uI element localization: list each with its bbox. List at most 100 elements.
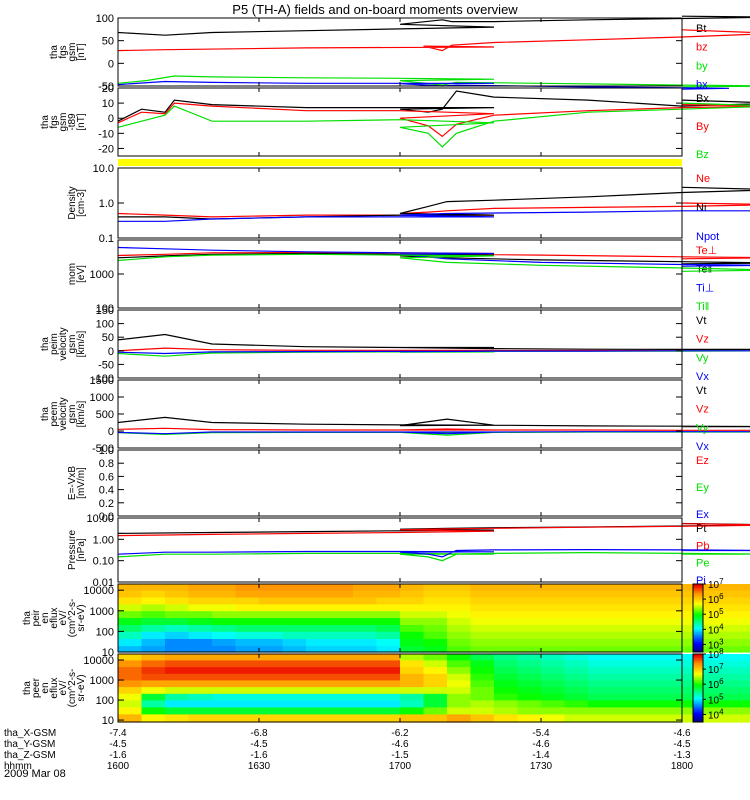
- heatmap-cell: [329, 596, 354, 605]
- heatmap-cell: [188, 693, 213, 701]
- colorbar-segment: [693, 631, 703, 634]
- heatmap-cell: [564, 645, 589, 653]
- heatmap-cell: [259, 596, 284, 605]
- heatmap-cell: [588, 603, 613, 612]
- colorbar-segment: [693, 641, 703, 644]
- heatmap-cell: [729, 584, 750, 591]
- y-tick-label: 100: [96, 319, 114, 331]
- heatmap-cell: [611, 666, 636, 674]
- heatmap-cell: [494, 673, 519, 681]
- y-axis-label-line: [eV]: [76, 265, 87, 283]
- heatmap-cell: [259, 666, 284, 674]
- heatmap-cell: [118, 666, 143, 674]
- heatmap-cell: [306, 624, 331, 632]
- heatmap-cell: [400, 666, 425, 674]
- heatmap-cell: [447, 584, 472, 591]
- heatmap-cell: [705, 645, 730, 653]
- heatmap-cell: [400, 631, 425, 639]
- y-axis-label-line: gsm: [67, 405, 78, 424]
- heatmap-cell: [259, 638, 284, 647]
- heatmap-cell: [165, 596, 190, 605]
- heatmap-cell: [353, 638, 378, 647]
- heatmap-cell: [447, 699, 472, 708]
- heatmap-cell: [376, 666, 401, 674]
- heatmap-cell: [353, 679, 378, 688]
- heatmap-cell: [329, 654, 354, 661]
- heatmap-cell: [306, 603, 331, 612]
- y-tick-label: 1.0: [99, 198, 114, 210]
- legend-label-Pi: Pi: [696, 575, 706, 587]
- heatmap-cell: [118, 631, 143, 639]
- heatmap-cell: [564, 631, 589, 639]
- heatmap-cell: [705, 699, 730, 708]
- y-axis-label-line: peim: [49, 333, 60, 355]
- heatmap-cell: [212, 596, 237, 605]
- y-axis-label-line: (cm^2-s-: [67, 669, 78, 708]
- y-tick-label: 0.01: [93, 577, 114, 589]
- heatmap-cell: [282, 610, 307, 619]
- heatmap-cell: [259, 654, 284, 661]
- heatmap-cell: [329, 610, 354, 619]
- heatmap-cell: [658, 679, 683, 688]
- heatmap-cell: [635, 610, 660, 619]
- heatmap-cell: [423, 617, 448, 625]
- series-line-Pe: [117, 551, 750, 562]
- legend-label-Pt: Pt: [696, 523, 706, 535]
- series-line-Ti‖: [117, 253, 750, 272]
- y-tick-label: -100: [92, 373, 114, 385]
- heatmap-cell: [635, 589, 660, 598]
- plot-date: 2009 Mar 08: [4, 768, 66, 780]
- heatmap-cell: [259, 584, 284, 591]
- heatmap-cell: [165, 686, 190, 694]
- heatmap-cell: [541, 624, 566, 632]
- heatmap-cell: [729, 638, 750, 647]
- heatmap-cell: [517, 654, 542, 661]
- heatmap-cell: [564, 589, 589, 598]
- heatmap-cell: [353, 589, 378, 598]
- legend-label-Npot: Npot: [696, 231, 719, 243]
- heatmap-cell: [705, 713, 730, 723]
- heatmap-cell: [282, 603, 307, 612]
- heatmap-cell: [658, 713, 683, 723]
- series-line-Vt: [117, 333, 750, 350]
- heatmap-cell: [141, 659, 166, 668]
- heatmap-cell: [306, 584, 331, 591]
- heatmap-cell: [306, 638, 331, 647]
- heatmap-cell: [541, 679, 566, 688]
- heatmap-cell: [658, 666, 683, 674]
- heatmap-cell: [588, 693, 613, 701]
- legend-label-Vx: Vx: [696, 441, 709, 453]
- colorbar-segment: [693, 587, 703, 590]
- colorbar-segment: [693, 677, 703, 680]
- ephemeris-value: -1.6: [250, 750, 268, 761]
- heatmap-cell: [400, 713, 425, 723]
- y-axis-label-line: eV/: [58, 680, 69, 695]
- heatmap-cell: [141, 645, 166, 653]
- heatmap-cell: [165, 666, 190, 674]
- heatmap-cell: [447, 589, 472, 598]
- colorbar-segment: [693, 650, 703, 653]
- colorbar-segment: [693, 686, 703, 689]
- heatmap-cell: [165, 706, 190, 715]
- heatmap-cell: [353, 666, 378, 674]
- panel-background: [118, 380, 682, 448]
- heatmap-cell: [376, 589, 401, 598]
- heatmap-cell: [376, 699, 401, 708]
- colorbar-segment: [693, 628, 703, 631]
- y-axis-label-line: [km/s]: [76, 400, 87, 427]
- y-tick-label: 1500: [90, 375, 114, 387]
- series-line-Bt: [117, 15, 750, 36]
- heatmap-cell: [517, 659, 542, 668]
- heatmap-cell: [611, 617, 636, 625]
- colorbar-segment: [693, 662, 703, 665]
- heatmap-cell: [541, 666, 566, 674]
- y-axis-label: E=-VxB[mV/m]: [67, 466, 87, 501]
- heatmap-cell: [705, 624, 730, 632]
- colorbar-segment: [693, 698, 703, 701]
- heatmap-cell: [611, 603, 636, 612]
- colorbar-segment: [693, 689, 703, 692]
- y-axis-label-line: E=-VxB: [67, 466, 78, 501]
- heatmap-cell: [165, 693, 190, 701]
- colorbar-segment: [693, 589, 703, 592]
